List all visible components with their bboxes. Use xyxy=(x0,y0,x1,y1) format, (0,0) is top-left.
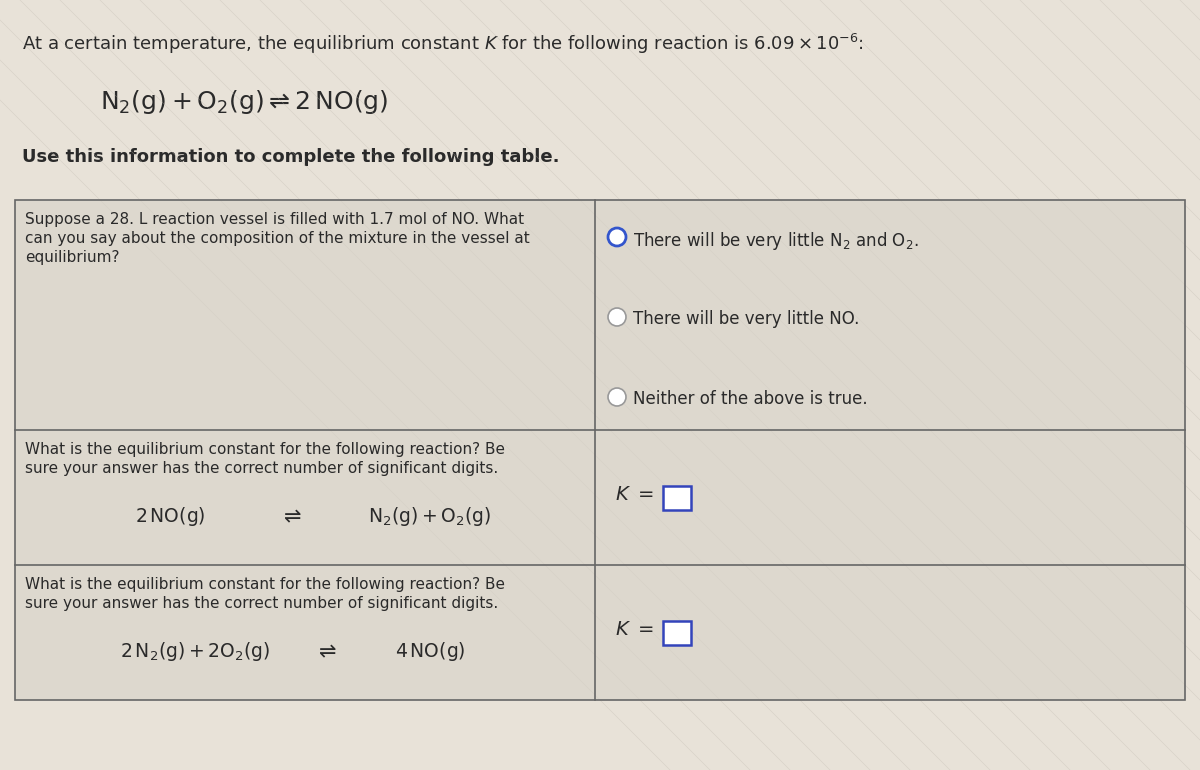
Text: There will be very little N$_2$ and O$_2$.: There will be very little N$_2$ and O$_2… xyxy=(634,230,918,252)
Text: What is the equilibrium constant for the following reaction? Be: What is the equilibrium constant for the… xyxy=(25,442,505,457)
Text: $2\,\mathrm{N_2(g)+2O_2(g)}$: $2\,\mathrm{N_2(g)+2O_2(g)}$ xyxy=(120,640,270,663)
Text: $4\,\mathrm{NO(g)}$: $4\,\mathrm{NO(g)}$ xyxy=(395,640,466,663)
Circle shape xyxy=(608,388,626,406)
Bar xyxy=(595,430,1186,565)
Text: $\rightleftharpoons$: $\rightleftharpoons$ xyxy=(278,507,301,527)
Text: At a certain temperature, the equilibrium constant $K$ for the following reactio: At a certain temperature, the equilibriu… xyxy=(22,32,864,56)
Bar xyxy=(595,565,1186,700)
Circle shape xyxy=(608,228,626,246)
Bar xyxy=(14,430,595,565)
Text: There will be very little NO.: There will be very little NO. xyxy=(634,310,859,328)
Text: Suppose a 28. L reaction vessel is filled with 1.7 mol of NO. What: Suppose a 28. L reaction vessel is fille… xyxy=(25,212,524,227)
Text: $\mathrm{N_2(g) + O_2(g) \rightleftharpoons 2\,NO(g)}$: $\mathrm{N_2(g) + O_2(g) \rightleftharpo… xyxy=(100,88,389,116)
Text: Neither of the above is true.: Neither of the above is true. xyxy=(634,390,868,408)
Text: $2\,\mathrm{NO(g)}$: $2\,\mathrm{NO(g)}$ xyxy=(134,505,205,528)
Bar xyxy=(14,200,595,430)
Text: sure your answer has the correct number of significant digits.: sure your answer has the correct number … xyxy=(25,596,498,611)
Text: $\rightleftharpoons$: $\rightleftharpoons$ xyxy=(313,642,336,662)
Text: $\mathrm{N_2(g)+O_2(g)}$: $\mathrm{N_2(g)+O_2(g)}$ xyxy=(368,505,492,528)
Bar xyxy=(595,200,1186,430)
Text: $K\ =$: $K\ =$ xyxy=(616,620,654,639)
Bar xyxy=(14,200,1186,700)
Text: sure your answer has the correct number of significant digits.: sure your answer has the correct number … xyxy=(25,461,498,476)
Text: Use this information to complete the following table.: Use this information to complete the fol… xyxy=(22,148,559,166)
Bar xyxy=(14,565,595,700)
Text: equilibrium?: equilibrium? xyxy=(25,250,120,265)
Bar xyxy=(662,486,691,510)
Bar xyxy=(662,621,691,645)
Text: What is the equilibrium constant for the following reaction? Be: What is the equilibrium constant for the… xyxy=(25,577,505,592)
Text: $K\ =$: $K\ =$ xyxy=(616,485,654,504)
Text: can you say about the composition of the mixture in the vessel at: can you say about the composition of the… xyxy=(25,231,529,246)
Circle shape xyxy=(608,308,626,326)
